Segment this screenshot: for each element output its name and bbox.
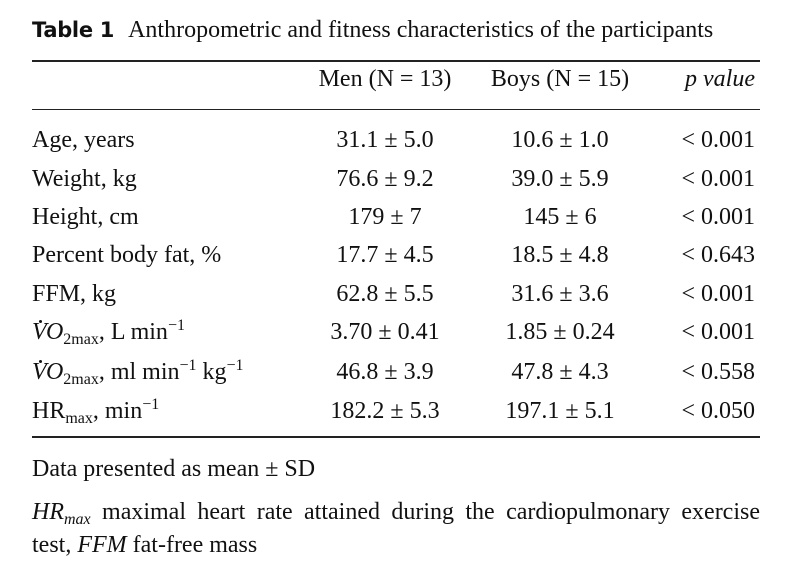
row-label-vo2max-rel: VO2max, ml min−1 kg−1 <box>32 357 244 388</box>
footnote-hr-sub: max <box>64 511 91 528</box>
row-label-age: Age, years <box>32 127 135 153</box>
bottom-rule <box>32 436 760 438</box>
cell-men-vo2max-abs: 3.70 ± 0.41 <box>330 319 440 345</box>
vo2-rel-unit-kg-exp: −1 <box>226 357 244 374</box>
cell-boys-ffm: 31.6 ± 3.6 <box>511 281 609 307</box>
table-caption: Table 1 Anthropometric and fitness chara… <box>32 17 713 44</box>
table-caption-label: Table 1 <box>32 18 115 42</box>
cell-p-vo2max-rel: < 0.558 <box>681 359 755 385</box>
footnote-data-presented: Data presented as mean ± SD <box>32 456 316 482</box>
row-label-body-fat: Percent body fat, % <box>32 242 222 268</box>
vo2-abs-unit-exp: −1 <box>167 317 185 334</box>
vo2-rel-unit-kg: kg <box>196 359 227 385</box>
cell-p-age: < 0.001 <box>681 127 755 153</box>
cell-men-body-fat: 17.7 ± 4.5 <box>336 242 434 268</box>
hr-unit: , min <box>92 398 143 424</box>
cell-men-weight: 76.6 ± 9.2 <box>336 166 434 192</box>
cell-men-ffm: 62.8 ± 5.5 <box>336 281 434 307</box>
row-label-vo2max-abs: VO2max, L min−1 <box>32 317 185 348</box>
cell-boys-weight: 39.0 ± 5.9 <box>511 166 609 192</box>
footnote-ffm-definition: fat-free mass <box>126 532 258 558</box>
footnote-hr-abbr: HR <box>32 499 64 525</box>
cell-p-weight: < 0.001 <box>681 166 755 192</box>
cell-men-hrmax: 182.2 ± 5.3 <box>330 398 440 424</box>
row-label-ffm: FFM, kg <box>32 281 117 307</box>
cell-men-age: 31.1 ± 5.0 <box>336 127 434 153</box>
vo2-rel-unit: , ml min <box>98 359 180 385</box>
cell-p-body-fat: < 0.643 <box>681 242 755 268</box>
row-label-weight: Weight, kg <box>32 166 137 192</box>
footnote-ffm-abbr: FFM <box>77 532 127 558</box>
header-men: Men (N = 13) <box>318 66 452 92</box>
cell-boys-hrmax: 197.1 ± 5.1 <box>505 398 615 424</box>
vo2-subscript: 2max <box>63 331 99 348</box>
cell-boys-vo2max-abs: 1.85 ± 0.24 <box>505 319 615 345</box>
cell-p-hrmax: < 0.050 <box>681 398 755 424</box>
table-caption-text: Anthropometric and fitness characteristi… <box>128 17 714 43</box>
cell-boys-vo2max-rel: 47.8 ± 4.3 <box>511 359 609 385</box>
vo2-abs-unit: , L min <box>98 319 168 345</box>
cell-boys-height: 145 ± 6 <box>523 204 597 230</box>
cell-p-vo2max-abs: < 0.001 <box>681 319 755 345</box>
cell-boys-age: 10.6 ± 1.0 <box>511 127 609 153</box>
cell-p-height: < 0.001 <box>681 204 755 230</box>
hr-unit-exp: −1 <box>142 396 160 413</box>
vo2-rel-unit-exp: −1 <box>179 357 197 374</box>
cell-p-ffm: < 0.001 <box>681 281 755 307</box>
footnote-abbreviations: HRmax maximal heart rate attained during… <box>32 496 760 562</box>
header-rule <box>32 109 760 110</box>
vo2-symbol: VO <box>32 319 64 345</box>
row-label-height: Height, cm <box>32 204 139 230</box>
row-label-hrmax: HRmax, min−1 <box>32 396 160 427</box>
hr-subscript: max <box>65 410 93 427</box>
cell-boys-body-fat: 18.5 ± 4.8 <box>511 242 609 268</box>
hr-symbol: HR <box>32 398 66 424</box>
cell-men-vo2max-rel: 46.8 ± 3.9 <box>336 359 434 385</box>
header-p-value: p value <box>685 66 755 92</box>
footnote-hr-definition: maximal heart rate attained during the c… <box>32 499 760 558</box>
header-boys: Boys (N = 15) <box>490 66 630 92</box>
cell-men-height: 179 ± 7 <box>348 204 422 230</box>
top-rule <box>32 60 760 62</box>
vo2-subscript: 2max <box>63 371 99 388</box>
vo2-symbol: VO <box>32 359 64 385</box>
